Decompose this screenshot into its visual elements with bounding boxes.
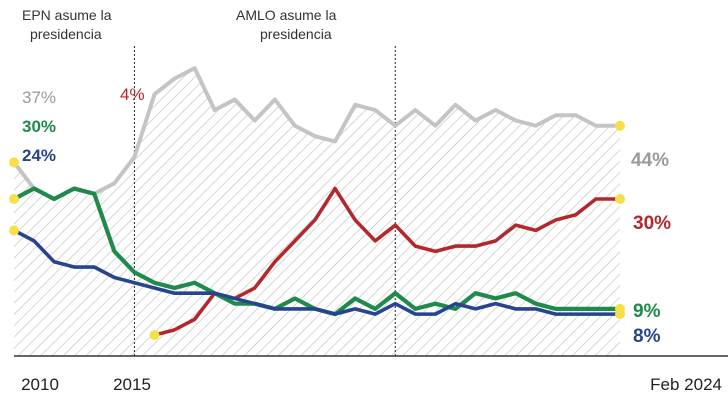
series-labels: 37% 30% 24% 4% 44% 30% 9% 8% <box>22 85 671 347</box>
label-gray-start: 37% <box>22 88 56 107</box>
x-tick-label-feb-2024: Feb 2024 <box>650 375 722 394</box>
series-line-gray <box>12 66 622 201</box>
annotation-amlo-line2: presidencia <box>260 26 332 42</box>
endpoint-gray-end <box>615 120 625 131</box>
endpoint-red-start <box>149 330 160 341</box>
endpoint-green-start <box>9 194 19 204</box>
label-red-start: 4% <box>120 85 145 104</box>
series-line-blue <box>12 228 622 316</box>
label-red-end: 30% <box>633 213 671 234</box>
annotation-epn-line1: EPN asume la <box>22 7 112 23</box>
label-blue-end: 8% <box>633 326 661 347</box>
annotation-amlo-line1: AMLO asume la <box>236 7 337 23</box>
series-endpoints <box>9 120 625 341</box>
x-tick-label-2015: 2015 <box>113 375 151 394</box>
endpoint-blue-start <box>9 225 19 236</box>
x-tick-label-2010: 2010 <box>21 375 59 394</box>
annotations: EPN asume la presidencia AMLO asume la p… <box>22 7 396 356</box>
endpoint-gray-start <box>9 157 19 168</box>
label-green-start: 30% <box>22 117 56 136</box>
series-lines <box>11 66 623 337</box>
hatch-fill <box>14 68 620 357</box>
annotation-epn-line2: presidencia <box>30 26 102 42</box>
label-blue-start: 24% <box>22 146 56 165</box>
hatched-area <box>14 68 620 357</box>
x-axis-ticks: 2010 2015 Feb 2024 <box>21 375 722 394</box>
endpoint-blue-end <box>615 309 625 320</box>
label-gray-end: 44% <box>631 150 669 171</box>
endpoint-red-end <box>615 194 625 204</box>
label-green-end: 9% <box>633 301 661 322</box>
